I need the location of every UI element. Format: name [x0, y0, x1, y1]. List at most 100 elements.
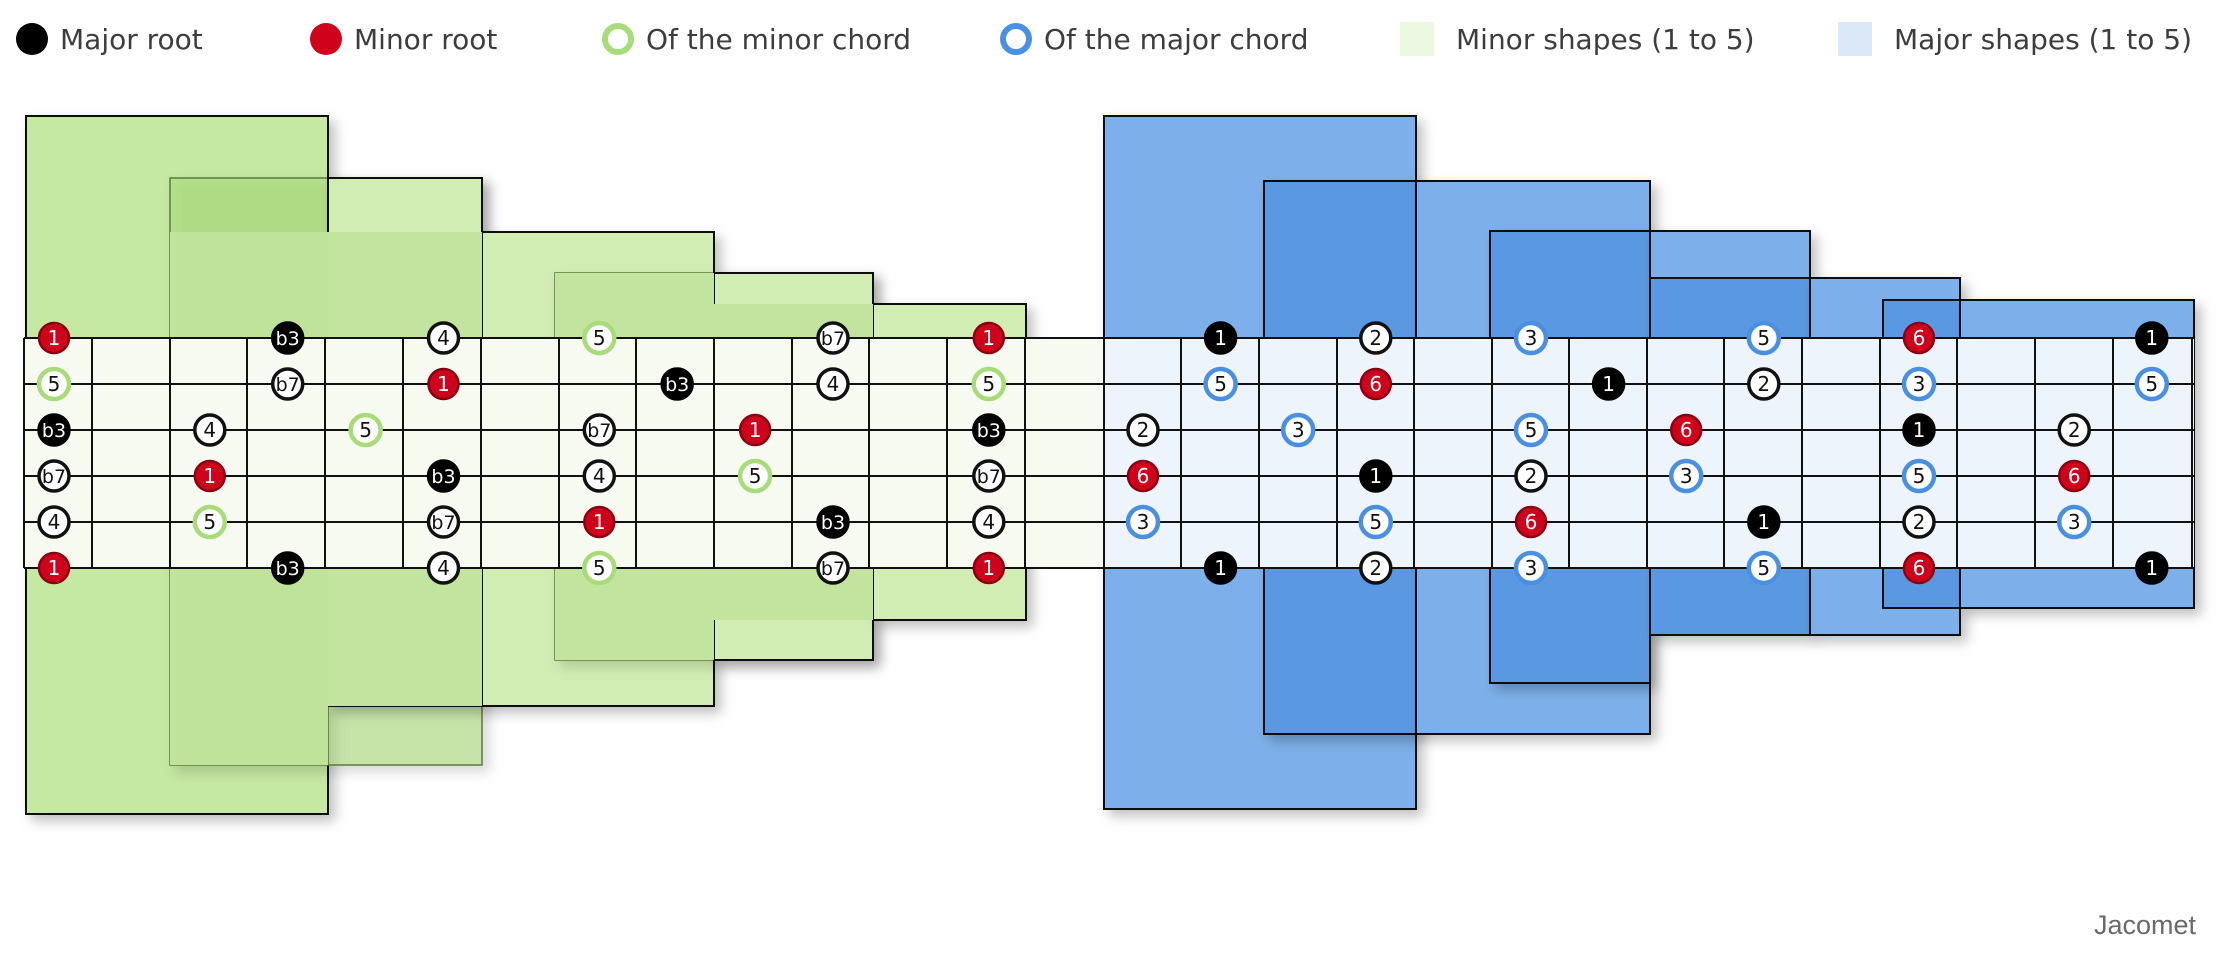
legend-label-major-shapes: Major shapes (1 to 5)	[1894, 22, 2193, 56]
note-circle	[270, 321, 305, 355]
legend-label-major-chord: Of the major chord	[1044, 22, 1309, 56]
note-circle	[1358, 504, 1394, 540]
note-circle	[582, 320, 617, 356]
note-circle	[816, 367, 850, 401]
note-circle	[193, 459, 227, 493]
minor-fretboard-bg	[24, 338, 1104, 568]
note-circle	[192, 504, 228, 540]
note-label: 6	[1913, 556, 1926, 580]
note-circle	[37, 413, 71, 447]
minor-scale-note: b3	[270, 551, 305, 585]
note-label: 2	[2068, 418, 2081, 442]
note-circle	[737, 458, 773, 494]
major-scale-note: 5	[1203, 366, 1238, 402]
minor-scale-note: 1	[972, 551, 1006, 585]
note-label: b7	[276, 374, 300, 396]
note-label: 1	[1214, 556, 1227, 580]
note-circle	[2134, 366, 2170, 402]
note-label: b3	[42, 420, 66, 442]
major-scale-note: 3	[1513, 320, 1549, 356]
minor-shape-region	[328, 232, 482, 338]
note-label: 1	[2145, 326, 2158, 350]
note-label: 1	[593, 510, 606, 534]
note-label: 4	[203, 418, 216, 442]
major-fretboard-bg	[1104, 338, 2194, 568]
note-circle	[2135, 321, 2169, 355]
minor-scale-note: 4	[37, 505, 71, 539]
note-label: 6	[1137, 464, 1150, 488]
major-scale-note: 2	[1514, 459, 1548, 493]
note-circle	[193, 413, 227, 447]
note-label: 5	[749, 464, 762, 488]
note-label: 2	[1525, 464, 1538, 488]
note-label: 3	[1680, 464, 1693, 488]
note-label: b7	[821, 558, 845, 580]
minor-scale-note: b7	[426, 505, 461, 539]
note-label: 4	[437, 326, 450, 350]
note-circle	[1359, 321, 1393, 355]
minor-scale-note: b3	[426, 459, 461, 493]
major-scale-note: 2	[1902, 505, 1936, 539]
major-scale-note: 3	[1513, 550, 1549, 586]
note-label: 1	[203, 464, 216, 488]
minor-shape-region	[328, 568, 482, 706]
major-scale-note: 6	[2057, 459, 2091, 493]
note-label: 5	[48, 372, 61, 396]
note-circle	[2057, 413, 2091, 447]
note-circle	[738, 413, 772, 447]
note-circle	[972, 321, 1006, 355]
major-scale-note: 5	[1901, 458, 1937, 494]
minor-scale-note: 1	[37, 551, 71, 585]
note-label: 1	[1214, 326, 1227, 350]
note-label: 1	[749, 418, 762, 442]
note-circle	[1669, 413, 1703, 447]
note-label: 5	[593, 556, 606, 580]
major-scale-note: 3	[2056, 504, 2092, 540]
minor-shape-region	[714, 304, 873, 338]
note-label: b7	[42, 466, 66, 488]
minor-scale-note: b3	[816, 505, 850, 539]
note-circle	[583, 505, 616, 539]
legend-item-minor-root: Minor root	[310, 18, 497, 60]
minor-scale-note: 5	[582, 550, 617, 586]
minor-scale-note: 5	[348, 412, 383, 448]
major-scale-note: 2	[1359, 551, 1393, 585]
note-circle	[1668, 458, 1704, 494]
major-root-dot-icon	[16, 23, 48, 55]
note-label: b3	[431, 466, 455, 488]
note-circle	[1902, 551, 1936, 585]
note-label: 1	[48, 556, 61, 580]
minor-scale-note: 4	[582, 459, 617, 493]
note-label: 5	[359, 418, 372, 442]
note-label: 6	[1680, 418, 1693, 442]
note-label: 4	[593, 464, 606, 488]
major-scale-note: 1	[1203, 551, 1238, 585]
major-scale-note: 2	[1126, 413, 1160, 447]
note-circle	[971, 366, 1007, 402]
note-label: 1	[982, 326, 995, 350]
major-scale-note: 5	[2134, 366, 2170, 402]
minor-scale-note: 1	[427, 367, 460, 401]
note-label: b3	[276, 558, 300, 580]
note-circle	[1359, 367, 1393, 401]
note-label: 2	[1369, 556, 1382, 580]
major-scale-note: 6	[1669, 413, 1703, 447]
minor-scale-note: b7	[37, 459, 71, 493]
author-credit: Jacomet	[2093, 910, 2196, 940]
minor-scale-note: 1	[193, 459, 227, 493]
note-label: 5	[1913, 464, 1926, 488]
minor-scale-note: 1	[972, 321, 1006, 355]
note-label: 6	[1913, 326, 1926, 350]
note-label: 1	[982, 556, 995, 580]
major-scale-note: 2	[1359, 321, 1393, 355]
note-circle	[1513, 412, 1549, 448]
note-label: 5	[1214, 372, 1227, 396]
note-label: 4	[48, 510, 61, 534]
minor-scale-note: 4	[816, 367, 850, 401]
major-scale-note: 1	[1747, 505, 1781, 539]
note-label: 3	[1525, 556, 1538, 580]
major-scale-note: 6	[1902, 321, 1936, 355]
note-circle	[1514, 505, 1548, 539]
note-circle	[1126, 459, 1160, 493]
note-label: b3	[977, 420, 1001, 442]
